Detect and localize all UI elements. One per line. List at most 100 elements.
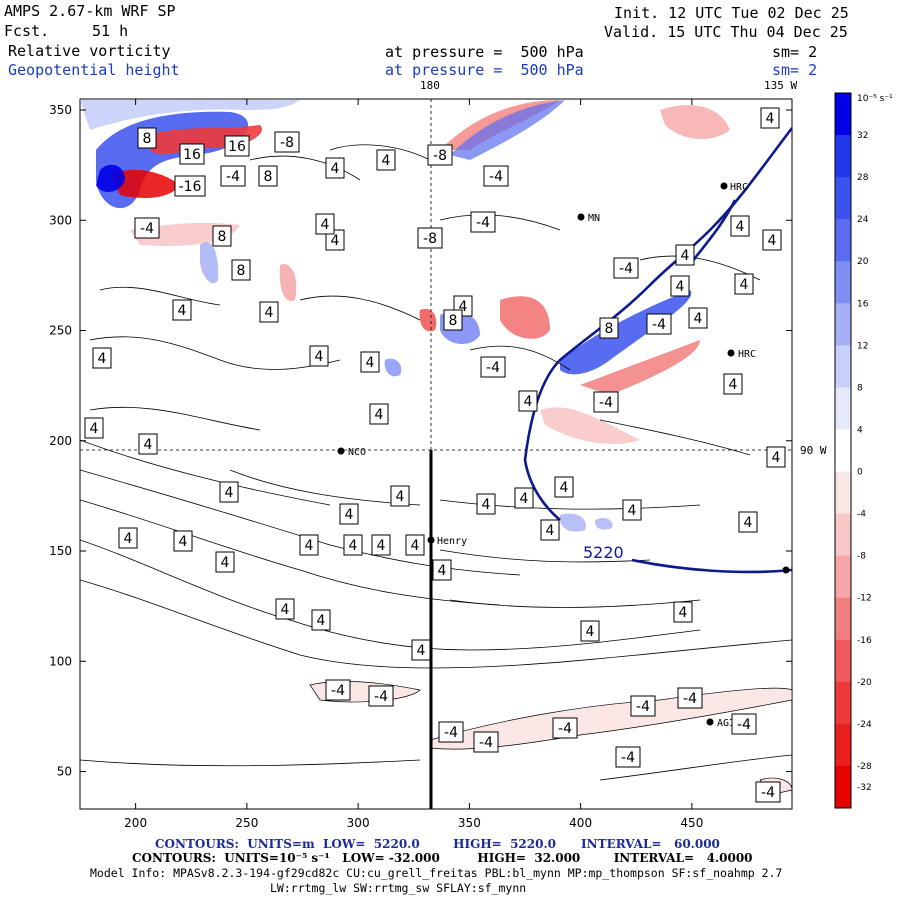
lon-135w-label: 135 W (764, 79, 798, 92)
contour-line (99, 286, 221, 306)
contour-value-box-frame (730, 215, 750, 237)
contour-value-box: -8 (427, 144, 453, 166)
y-tick-label: 50 (57, 765, 72, 779)
height-contour-label: 5220 (583, 543, 624, 562)
contour-value-box: -8 (417, 227, 443, 249)
vort-pos-region (559, 513, 586, 532)
contour-value-box-frame (299, 534, 319, 556)
contour-value-text: 4 (178, 303, 187, 319)
contour-value-box: 4 (259, 301, 279, 323)
vort-neg-region (279, 264, 297, 301)
vort-neg-region (660, 105, 730, 140)
y-tick-label: 300 (49, 213, 72, 227)
contour-value-boxes: 4 4 8 -4 4 -8 -4 -4 -8 4 8 4 4 4 4 -4 4 4 -4 4 8 8 4 4 4 4 4 -4 4 -4 4… (84, 107, 786, 803)
contour-value-box-frame (369, 403, 389, 425)
valid-time: Valid. 15 UTC Thu 04 Dec 25 (604, 23, 848, 41)
contour-value-box-frame (476, 493, 496, 515)
colorbar-tick-label: -16 (857, 636, 872, 646)
contour-value-box-frame (172, 299, 192, 321)
contour-value-text: 4 (459, 299, 468, 315)
contour-value-box-frame (259, 301, 279, 323)
contour-value-text: -4 (652, 317, 666, 333)
contour-value-box-frame (411, 639, 431, 661)
colorbar-swatch (835, 429, 851, 473)
contour-value-box: -4 (646, 313, 672, 335)
colorbar-swatch (835, 219, 851, 262)
contour-value-box: -8 (274, 131, 300, 153)
contour-value-box-frame (630, 695, 656, 717)
field1-label: Relative vorticity (8, 42, 171, 60)
contour-value-text: -4 (489, 169, 503, 185)
x-tick-label: 250 (235, 816, 258, 830)
contour-value-box: 8 (137, 127, 157, 149)
station-dot (782, 566, 790, 574)
vort-pos-region (560, 290, 692, 375)
contour-value-text: -4 (444, 725, 458, 741)
contour-value-box: 4 (688, 307, 708, 329)
colorbar-swatch (835, 345, 851, 388)
contour-value-box-frame (473, 731, 499, 753)
contour-value-text: -4 (374, 689, 388, 705)
contour-value-box: 4 (325, 229, 345, 251)
contour-value-text: -4 (479, 735, 493, 751)
contour-line (599, 419, 751, 456)
contour-value-text: -4 (619, 261, 633, 277)
contour-value-text: 4 (482, 497, 491, 513)
colorbar-swatch (835, 387, 851, 430)
contour-value-box: -4 (593, 391, 619, 413)
contour-value-text: -16 (179, 179, 202, 195)
x-tick-label: 350 (458, 816, 481, 830)
colorbar-tick-label: 0 (857, 468, 863, 478)
contour-value-text: 4 (124, 531, 133, 547)
contour-value-box-frame (760, 107, 780, 129)
colorbar-unit-label: 10⁻⁵ s⁻¹ (857, 94, 893, 104)
footer-model-info: Model Info: MPASv8.2.3-194-gf29cd82c CU:… (90, 866, 783, 880)
fcst-label: Fcst. (4, 22, 50, 40)
contour-value-box: 4 (311, 609, 331, 631)
contour-value-box: 4 (299, 534, 319, 556)
contour-value-box-frame (762, 229, 782, 251)
contour-value-box: 4 (339, 503, 359, 525)
contour-line (80, 499, 501, 606)
colorbar-swatch (835, 471, 851, 515)
contour-value-text: 4 (524, 394, 533, 410)
contour-value-text: 4 (221, 555, 230, 571)
contour-value-text: 8 (143, 131, 152, 147)
contour-line (80, 759, 421, 767)
contour-value-text: 4 (772, 450, 781, 466)
contour-value-text: 4 (681, 248, 690, 264)
contour-value-box: -4 (615, 746, 641, 768)
colorbar-tick-label: 28 (857, 173, 869, 183)
contour-value-text: 4 (438, 563, 447, 579)
contour-value-box: 8 (443, 309, 463, 331)
contour-value-box-frame (766, 446, 786, 468)
stations: NCO Henry HRC HRC AGI MN (337, 182, 790, 729)
contour-value-box-frame (540, 519, 560, 541)
contour-value-box: -4 (552, 717, 578, 739)
contour-value-box: 4 (514, 487, 534, 509)
footer-vort-contours: CONTOURS: UNITS=10⁻⁵ s⁻¹ LOW= -32.000 HI… (132, 851, 753, 865)
contour-value-box-frame (371, 534, 391, 556)
contour-value-box: 4 (376, 149, 396, 171)
contour-value-box-frame (438, 721, 464, 743)
contour-value-box-frame (339, 503, 359, 525)
contour-value-text: 4 (90, 421, 99, 437)
contour-value-box: 4 (734, 273, 754, 295)
contour-value-box: -4 (731, 713, 757, 735)
contour-value-box-frame (325, 229, 345, 251)
contour-value-text: 4 (366, 355, 375, 371)
height-contour-line (631, 558, 792, 574)
contour-value-text: 4 (396, 489, 405, 505)
contour-value-text: 4 (560, 480, 569, 496)
contour-value-box: 4 (360, 351, 380, 373)
contour-line (329, 144, 431, 161)
colorbar-tick-label: -8 (857, 552, 866, 562)
colorbar-tick-label: -4 (857, 510, 866, 520)
contour-value-box-frame (613, 257, 639, 279)
contour-value-box-frame (309, 345, 329, 367)
contour-value-box-frame (599, 317, 619, 339)
colorbar-swatch (835, 177, 851, 220)
colorbar-swatch (835, 723, 851, 767)
contour-value-box-frame (92, 347, 112, 369)
contour-value-text: 4 (315, 349, 324, 365)
